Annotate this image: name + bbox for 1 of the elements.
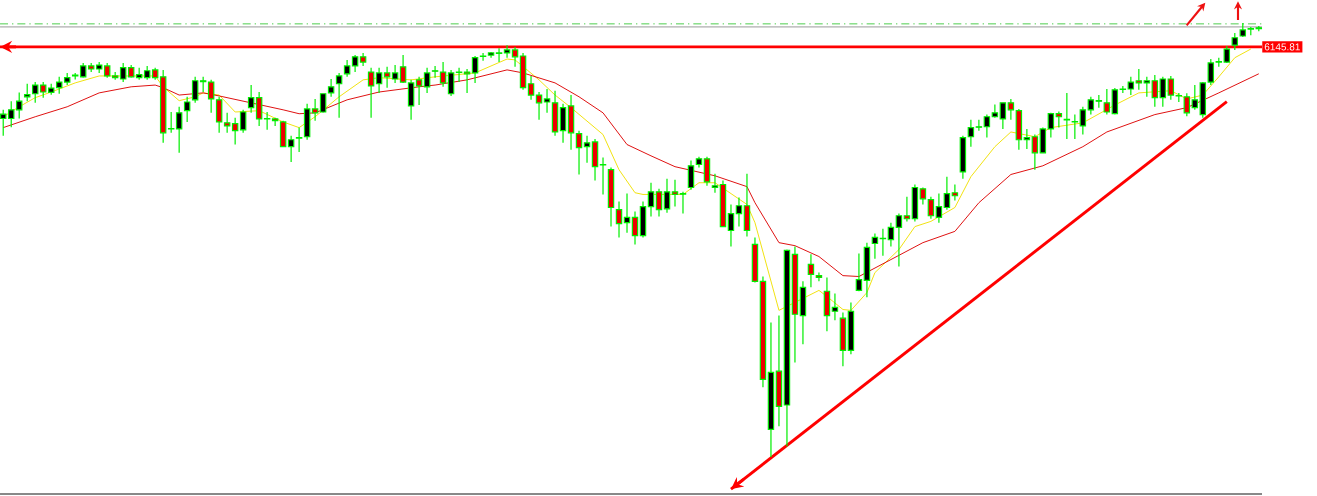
- text: 6145.81: [1264, 43, 1300, 51]
